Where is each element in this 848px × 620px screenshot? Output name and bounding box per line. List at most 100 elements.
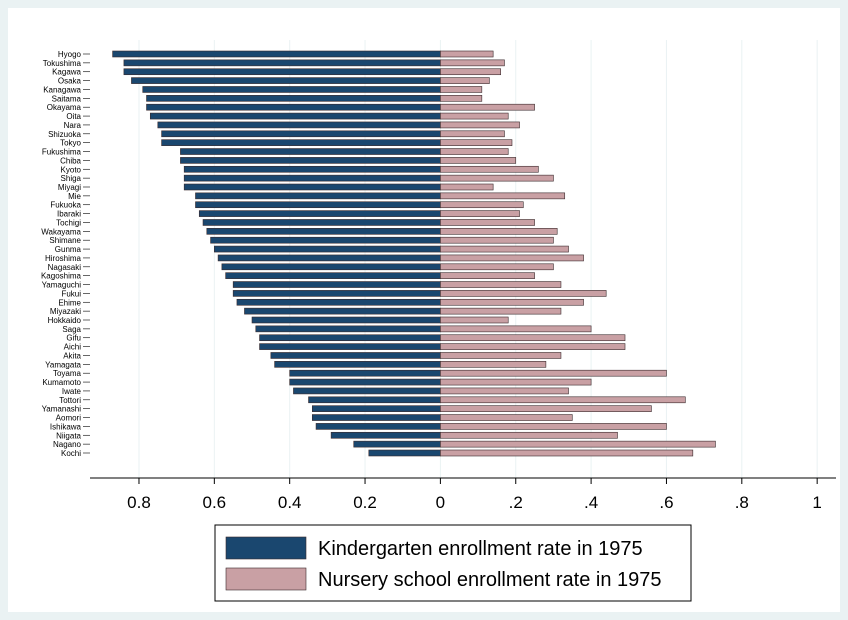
y-tick-label: Hiroshima	[45, 254, 82, 263]
y-tick-label: Oita	[66, 112, 81, 121]
y-tick-label: Kagawa	[52, 68, 81, 77]
x-tick-label: 0.4	[278, 493, 302, 512]
bar	[183, 165, 441, 173]
bar	[440, 440, 716, 448]
x-tick-label: .8	[735, 493, 749, 512]
y-tick-label: Ehime	[58, 298, 81, 307]
bar	[440, 263, 554, 271]
y-tick-label: Hyogo	[58, 50, 82, 59]
y-tick-label: Saitama	[52, 94, 82, 103]
bar	[180, 157, 441, 164]
y-tick-label: Shimane	[49, 236, 81, 245]
bar	[440, 236, 554, 244]
bar	[440, 183, 494, 191]
bar	[440, 307, 562, 315]
y-tick-label: Aomori	[56, 414, 82, 423]
bar	[251, 316, 441, 324]
y-tick-label: Tokushima	[43, 59, 82, 68]
bar	[210, 236, 441, 244]
bar	[440, 103, 535, 111]
y-tick-label: Nagano	[53, 440, 82, 449]
bar	[146, 95, 441, 102]
y-tick-label: Yamaguchi	[42, 281, 82, 290]
legend-label: Kindergarten enrollment rate in 1975	[318, 538, 643, 560]
y-tick-label: Shizuoka	[48, 130, 81, 139]
bar	[217, 254, 441, 262]
y-tick-label: Iwate	[62, 387, 82, 396]
bar	[440, 86, 483, 93]
bar	[440, 139, 513, 146]
bar	[330, 431, 441, 439]
bar	[206, 228, 441, 235]
bar	[198, 210, 441, 217]
bar	[440, 254, 584, 262]
bar	[289, 378, 441, 386]
y-tick-label: Okayama	[47, 103, 82, 112]
bar	[195, 192, 441, 200]
bar	[440, 343, 626, 350]
bar	[308, 396, 441, 404]
x-tick-label: 0.8	[127, 493, 151, 512]
bar	[440, 95, 483, 102]
y-tick-label: Niigata	[56, 431, 81, 440]
y-tick-label: Fukushima	[42, 148, 82, 157]
bar	[440, 165, 539, 173]
bar	[353, 440, 441, 448]
bar	[440, 77, 490, 84]
x-tick-label: 0.2	[353, 493, 377, 512]
bar	[440, 396, 686, 404]
bar	[440, 423, 667, 430]
bar	[146, 103, 441, 111]
y-tick-label: Akita	[63, 351, 81, 360]
x-tick-label: .4	[584, 493, 598, 512]
y-tick-label: Gifu	[66, 334, 81, 343]
bar	[440, 272, 535, 279]
bar	[440, 405, 652, 412]
bar	[440, 414, 573, 421]
y-tick-label: Nara	[64, 121, 82, 130]
bar	[244, 307, 441, 315]
y-tick-label: Tokyo	[60, 139, 81, 148]
bar	[440, 449, 694, 457]
bar	[440, 219, 535, 226]
bar	[225, 272, 441, 279]
bar	[142, 86, 441, 93]
bar	[131, 77, 441, 84]
bar	[440, 378, 592, 386]
bar	[232, 281, 441, 288]
y-tick-label: Mie	[68, 192, 81, 201]
y-tick-label: Shiga	[61, 174, 82, 183]
bar	[440, 59, 505, 67]
y-tick-label: Kochi	[61, 449, 81, 458]
bar	[123, 59, 441, 67]
y-tick-label: Ibaraki	[57, 210, 81, 219]
bar	[440, 334, 626, 342]
bar	[259, 343, 441, 350]
bar	[440, 316, 509, 324]
bar	[311, 405, 441, 412]
bar	[440, 192, 566, 200]
bar	[440, 290, 607, 297]
bar	[315, 423, 441, 430]
bar	[274, 361, 441, 368]
bar	[232, 290, 441, 297]
x-tick-label: 0	[436, 493, 445, 512]
bar	[440, 369, 667, 377]
bar	[311, 414, 441, 421]
y-tick-label: Kyoto	[61, 165, 82, 174]
bar	[161, 130, 441, 138]
y-tick-label: Kagoshima	[41, 272, 82, 281]
bar	[259, 334, 441, 342]
y-tick-label: Tottori	[59, 396, 81, 405]
bar	[440, 112, 509, 120]
bar	[183, 183, 441, 191]
bar	[440, 174, 554, 182]
y-tick-label: Yamanashi	[42, 405, 82, 414]
y-tick-label: Nagasaki	[48, 263, 82, 272]
bar	[440, 201, 524, 209]
x-tick-label: .6	[659, 493, 673, 512]
bar	[440, 228, 558, 235]
bar	[440, 298, 584, 306]
bar	[214, 245, 441, 253]
